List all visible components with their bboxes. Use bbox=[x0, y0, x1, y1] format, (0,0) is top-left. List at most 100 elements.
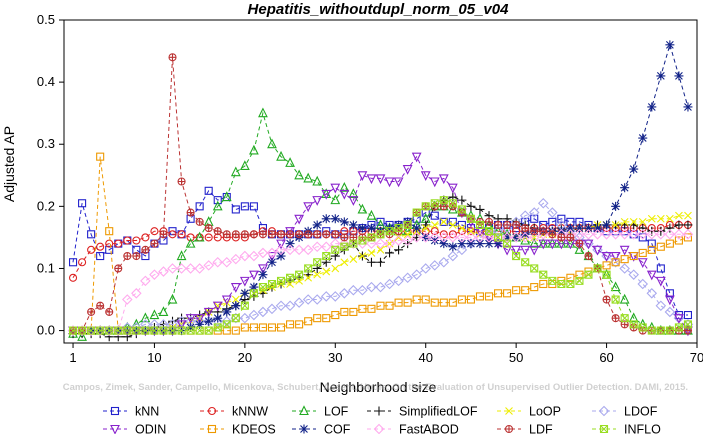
data-point-kdeos bbox=[358, 304, 367, 313]
data-point-inflo bbox=[249, 289, 258, 298]
data-point-ldf bbox=[557, 233, 566, 242]
data-point-odin bbox=[438, 174, 449, 185]
data-point-knnw bbox=[141, 233, 150, 242]
data-point-inflo bbox=[96, 326, 105, 335]
data-point-odin bbox=[330, 183, 341, 194]
watermark: Campos, Zimek, Sander, Campello, Micenko… bbox=[63, 382, 688, 393]
legend-label-ldf: LDF bbox=[529, 423, 553, 435]
data-point-lof bbox=[267, 138, 277, 149]
data-point-ldof bbox=[339, 288, 350, 299]
data-point-loop bbox=[322, 267, 331, 276]
data-point-odin bbox=[357, 171, 368, 182]
data-point-inflo bbox=[665, 326, 674, 335]
legend-label-simplifiedlof: SimplifiedLOF bbox=[399, 405, 478, 419]
data-point-loop bbox=[665, 214, 674, 223]
data-point-lof bbox=[357, 203, 368, 214]
series-kdeos bbox=[68, 152, 693, 335]
data-point-kdeos bbox=[367, 304, 376, 313]
data-point-odin bbox=[221, 295, 232, 306]
data-point-lof bbox=[158, 306, 169, 316]
data-point-inflo bbox=[620, 314, 629, 323]
data-point-knn bbox=[231, 205, 240, 214]
data-point-inflo bbox=[512, 251, 521, 261]
data-point-ldof bbox=[320, 291, 332, 302]
data-point-inflo bbox=[457, 205, 466, 214]
legend-label-ldof: LDOF bbox=[624, 405, 658, 419]
legend-label-knn: kNN bbox=[135, 405, 159, 419]
data-point-knn bbox=[656, 264, 665, 273]
data-point-knn bbox=[78, 199, 87, 208]
data-point-cof bbox=[457, 239, 467, 249]
data-point-ldf bbox=[539, 227, 548, 236]
data-point-kdeos bbox=[403, 298, 412, 307]
data-point-loop bbox=[367, 249, 376, 257]
data-point-kdeos bbox=[394, 298, 403, 307]
data-point-kdeos bbox=[674, 236, 683, 245]
data-point-loop bbox=[376, 245, 385, 254]
series-line-lof bbox=[72, 111, 688, 338]
data-point-odin bbox=[664, 295, 675, 306]
data-point-kdeos bbox=[276, 323, 286, 332]
data-point-ldof bbox=[664, 306, 676, 318]
data-point-cof bbox=[629, 164, 639, 174]
data-point-fastabod bbox=[456, 232, 468, 243]
data-point-odin bbox=[583, 239, 594, 250]
data-point-ldof bbox=[275, 300, 287, 312]
data-point-cof bbox=[285, 239, 295, 249]
data-point-inflo bbox=[548, 276, 557, 285]
data-point-cof bbox=[647, 102, 657, 112]
data-point-inflo bbox=[78, 326, 87, 335]
data-point-lof bbox=[312, 175, 323, 186]
data-point-fastabod bbox=[302, 244, 314, 256]
data-point-fastabod bbox=[519, 232, 531, 243]
data-point-odin bbox=[502, 245, 512, 256]
data-point-cof bbox=[330, 214, 340, 224]
data-point-loop bbox=[195, 314, 204, 323]
data-point-ldof bbox=[528, 207, 540, 218]
data-point-ldof bbox=[402, 272, 413, 284]
data-point-knn bbox=[96, 251, 105, 261]
data-point-odin bbox=[637, 258, 648, 268]
data-point-kdeos bbox=[683, 233, 693, 242]
data-point-fastabod bbox=[248, 250, 260, 262]
data-point-lof bbox=[574, 244, 585, 254]
data-point-loop bbox=[647, 214, 656, 223]
data-point-loop bbox=[403, 230, 412, 239]
data-point-kdeos bbox=[295, 320, 304, 329]
data-point-knn bbox=[68, 258, 78, 267]
data-point-inflo bbox=[575, 276, 584, 285]
data-point-fastabod bbox=[646, 229, 658, 240]
legend-label-knnw: kNNW bbox=[232, 405, 268, 419]
series-line-cof bbox=[73, 43, 689, 332]
legend-item-lof: LOF bbox=[292, 405, 349, 419]
y-tick-label: 0.3 bbox=[37, 136, 55, 151]
data-point-inflo bbox=[258, 283, 267, 292]
data-point-inflo bbox=[656, 326, 665, 335]
data-point-ldf bbox=[186, 208, 195, 217]
legend-label-cof: COF bbox=[324, 423, 351, 435]
data-point-ldf bbox=[177, 177, 186, 186]
x-tick-label: 70 bbox=[690, 350, 703, 365]
legend-item-ldf: LDF bbox=[497, 423, 553, 437]
data-point-cof bbox=[638, 133, 648, 143]
data-point-inflo bbox=[222, 320, 231, 329]
data-point-lof bbox=[529, 237, 540, 248]
data-point-inflo bbox=[448, 199, 457, 208]
y-tick-label: 0.1 bbox=[37, 260, 55, 275]
data-point-fastabod bbox=[628, 229, 639, 240]
data-point-fastabod bbox=[239, 250, 251, 262]
data-point-inflo bbox=[394, 224, 403, 233]
data-point-fastabod bbox=[176, 263, 187, 274]
data-point-ldof bbox=[637, 278, 649, 290]
data-point-kdeos bbox=[286, 320, 295, 329]
data-point-loop bbox=[231, 295, 240, 304]
data-point-knnw bbox=[114, 239, 123, 248]
data-point-cof bbox=[348, 220, 358, 230]
data-point-simplifiedlof bbox=[656, 226, 666, 236]
legend-marker-knn bbox=[110, 406, 120, 416]
data-point-ldf bbox=[114, 264, 123, 273]
data-point-inflo bbox=[530, 264, 539, 273]
data-point-knnw bbox=[68, 273, 78, 282]
data-point-odin bbox=[601, 251, 612, 262]
data-point-ldf bbox=[159, 230, 168, 239]
